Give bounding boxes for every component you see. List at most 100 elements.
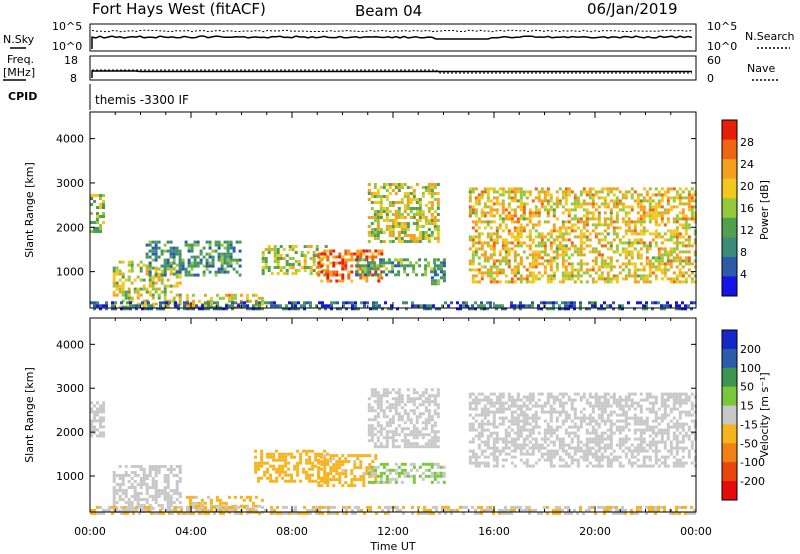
scatter-cell: [345, 307, 348, 311]
scatter-cell: [624, 404, 628, 408]
scatter-cell: [546, 220, 550, 224]
scatter-cell: [433, 267, 437, 271]
scatter-cell: [579, 395, 583, 399]
scatter-cell: [270, 301, 273, 305]
scatter-cell: [594, 247, 598, 251]
scatter-cell: [522, 214, 526, 218]
scatter-cell: [519, 452, 523, 456]
scatter-cell: [606, 277, 610, 281]
scatter-cell: [93, 304, 96, 308]
scatter-cell: [600, 410, 604, 414]
scatter-cell: [172, 249, 176, 253]
scatter-cell: [209, 305, 213, 309]
scatter-cell: [549, 307, 552, 311]
scatter-cell: [403, 210, 407, 213]
scatter-cell: [501, 211, 505, 215]
scatter-cell: [323, 273, 327, 277]
scatter-cell: [624, 274, 628, 278]
scatter-cell: [537, 404, 541, 408]
scatter-cell: [483, 407, 487, 411]
scatter-cell: [519, 307, 522, 311]
scatter-cell: [582, 413, 586, 417]
scatter-cell: [436, 207, 440, 210]
scatter-cell: [624, 241, 628, 245]
scatter-cell: [687, 193, 691, 197]
scatter-cell: [654, 413, 658, 417]
scatter-cell: [335, 270, 339, 274]
scatter-cell: [187, 258, 191, 262]
scatter-cell: [93, 221, 96, 224]
scatter-cell: [388, 234, 392, 237]
scatter-cell: [418, 225, 422, 228]
scatter-cell: [263, 473, 267, 477]
scatter-cell: [561, 271, 565, 275]
scatter-cell: [546, 208, 550, 212]
scatter-cell: [223, 270, 227, 274]
scatter-cell: [585, 217, 589, 221]
scatter-cell: [447, 304, 450, 308]
scatter-cell: [90, 212, 93, 215]
scatter-cell: [403, 228, 407, 231]
scatter-cell: [273, 266, 277, 269]
scatter-cell: [136, 290, 140, 294]
scatter-cell: [379, 258, 383, 262]
scatter-cell: [654, 440, 658, 444]
scatter-cell: [293, 455, 297, 459]
scatter-cell: [276, 248, 280, 251]
scatter-cell: [663, 208, 667, 212]
scatter-cell: [687, 268, 691, 272]
scatter-cell: [678, 395, 682, 399]
scatter-cell: [151, 284, 155, 288]
scatter-cell: [648, 205, 652, 209]
scatter-cell: [510, 437, 514, 441]
scatter-cell: [528, 220, 532, 224]
scatter-cell: [175, 293, 179, 297]
scatter-cell: [666, 250, 670, 254]
scatter-cell: [519, 196, 523, 200]
scatter-cell: [489, 274, 493, 278]
scatter-cell: [621, 208, 625, 212]
scatter-cell: [181, 264, 185, 268]
scatter-cell: [486, 256, 490, 260]
scatter-cell: [570, 419, 574, 423]
scatter-cell: [129, 307, 132, 311]
scatter-cell: [96, 434, 99, 438]
scatter-cell: [492, 431, 496, 435]
scatter-cell: [99, 304, 102, 308]
scatter-cell: [621, 307, 624, 311]
scatter-cell: [657, 232, 661, 236]
scatter-cell: [285, 269, 289, 272]
scatter-cell: [433, 474, 437, 478]
scatter-cell: [326, 475, 330, 479]
scatter-cell: [376, 412, 380, 416]
scatter-cell: [391, 477, 395, 481]
scatter-cell: [178, 296, 182, 300]
scatter-cell: [651, 271, 655, 275]
scatter-cell: [480, 277, 484, 281]
scatter-cell: [576, 416, 580, 420]
scatter-cell: [163, 264, 167, 268]
scatter-cell: [582, 247, 586, 251]
scatter-cell: [561, 401, 565, 405]
scatter-cell: [123, 508, 126, 512]
scatter-cell: [531, 256, 535, 260]
scatter-cell: [211, 264, 215, 268]
scatter-cell: [582, 395, 586, 399]
scatter-cell: [552, 452, 556, 456]
scatter-cell: [594, 223, 598, 227]
scatter-cell: [606, 205, 610, 209]
scatter-cell: [409, 207, 413, 210]
scatter-cell: [528, 398, 532, 402]
scatter-cell: [513, 196, 517, 200]
scatter-cell: [354, 301, 357, 305]
scatter-cell: [193, 273, 197, 277]
scatter-cell: [326, 267, 330, 271]
scatter-cell: [633, 437, 637, 441]
scatter-cell: [412, 424, 416, 428]
scatter-cell: [567, 425, 571, 429]
scatter-cell: [90, 431, 93, 435]
scatter-cell: [690, 431, 694, 435]
scatter-cell: [690, 404, 694, 408]
scatter-cell: [627, 301, 630, 305]
scatter-cell: [687, 217, 691, 221]
